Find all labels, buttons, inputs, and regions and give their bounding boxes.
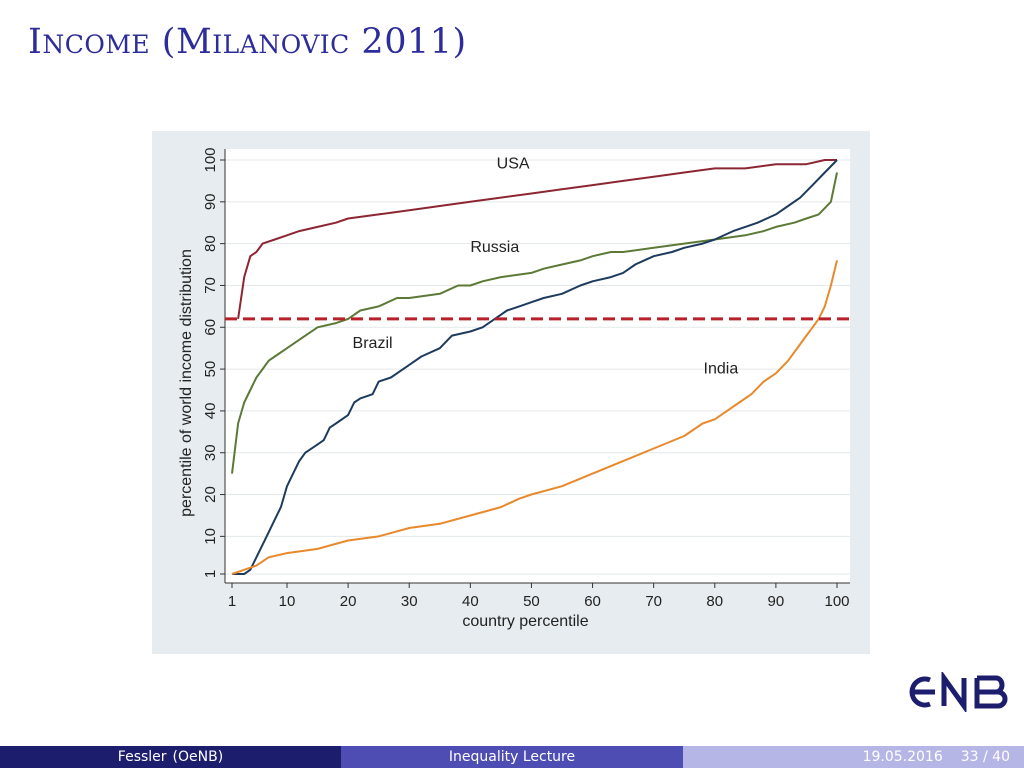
x-tick-label: 10 bbox=[279, 593, 296, 610]
slide-title: Income (Milanovic 2011) bbox=[28, 22, 467, 62]
footer: Fessler (OeNB) Inequality Lecture 19.05.… bbox=[0, 746, 1024, 768]
x-tick-label: 90 bbox=[768, 593, 785, 610]
y-tick-label: 70 bbox=[202, 277, 219, 294]
footer-title-block: Inequality Lecture bbox=[341, 746, 683, 768]
x-tick-label: 30 bbox=[401, 593, 418, 610]
x-axis-title: country percentile bbox=[462, 613, 588, 630]
footer-title: Inequality Lecture bbox=[448, 749, 576, 765]
y-tick-label: 10 bbox=[202, 528, 219, 545]
oenb-logo-b bbox=[974, 675, 1008, 709]
series-line-usa bbox=[237, 159, 837, 320]
y-tick-label: 1 bbox=[202, 570, 219, 578]
x-tick-label: 1 bbox=[228, 593, 236, 610]
plot-area bbox=[225, 149, 850, 583]
series-label-russia: Russia bbox=[470, 239, 519, 256]
footer-institute: (OeNB) bbox=[172, 749, 224, 765]
x-tick-label: 60 bbox=[584, 593, 601, 610]
series-label-usa: USA bbox=[497, 155, 530, 172]
y-tick-label: 40 bbox=[202, 403, 219, 420]
y-axis-title: percentile of world income distribution bbox=[178, 249, 195, 517]
series-line-russia bbox=[231, 172, 838, 474]
x-tick-label: 40 bbox=[462, 593, 479, 610]
x-tick-label: 20 bbox=[340, 593, 357, 610]
footer-author: Fessler bbox=[117, 749, 167, 765]
y-tick-label: 30 bbox=[202, 444, 219, 461]
series-label-india: India bbox=[704, 360, 739, 377]
series-line-brazil bbox=[232, 159, 838, 575]
x-tick-label: 80 bbox=[706, 593, 723, 610]
footer-date: 19.05.2016 bbox=[862, 749, 943, 765]
footer-page-number: 33 / 40 bbox=[960, 749, 1010, 765]
oenb-logo bbox=[909, 672, 1008, 712]
footer-date-block: 19.05.2016 33 / 40 bbox=[683, 746, 1024, 768]
y-tick-label: 90 bbox=[202, 193, 219, 210]
chart-panel: 1 10 20 30 40 50 60 70 80 90 100 1 10 20 30 40 50 60 70 80 9… bbox=[152, 131, 870, 654]
y-tick-label: 100 bbox=[202, 147, 219, 172]
series-line-india bbox=[231, 260, 838, 575]
oenb-logo-mark bbox=[909, 676, 935, 708]
x-tick-label: 70 bbox=[645, 593, 662, 610]
x-tick-label: 100 bbox=[824, 593, 849, 610]
footer-author-block: Fessler (OeNB) bbox=[0, 746, 341, 768]
chart: 1 10 20 30 40 50 60 70 80 90 100110203040506070809… bbox=[178, 147, 850, 630]
y-tick-label: 80 bbox=[202, 235, 219, 252]
x-tick-label: 50 bbox=[523, 593, 540, 610]
y-tick-label: 20 bbox=[202, 486, 219, 503]
oenb-logo-n bbox=[941, 672, 967, 712]
y-tick-label: 50 bbox=[202, 361, 219, 378]
series-label-brazil: Brazil bbox=[353, 335, 393, 352]
y-tick-label: 60 bbox=[202, 319, 219, 336]
